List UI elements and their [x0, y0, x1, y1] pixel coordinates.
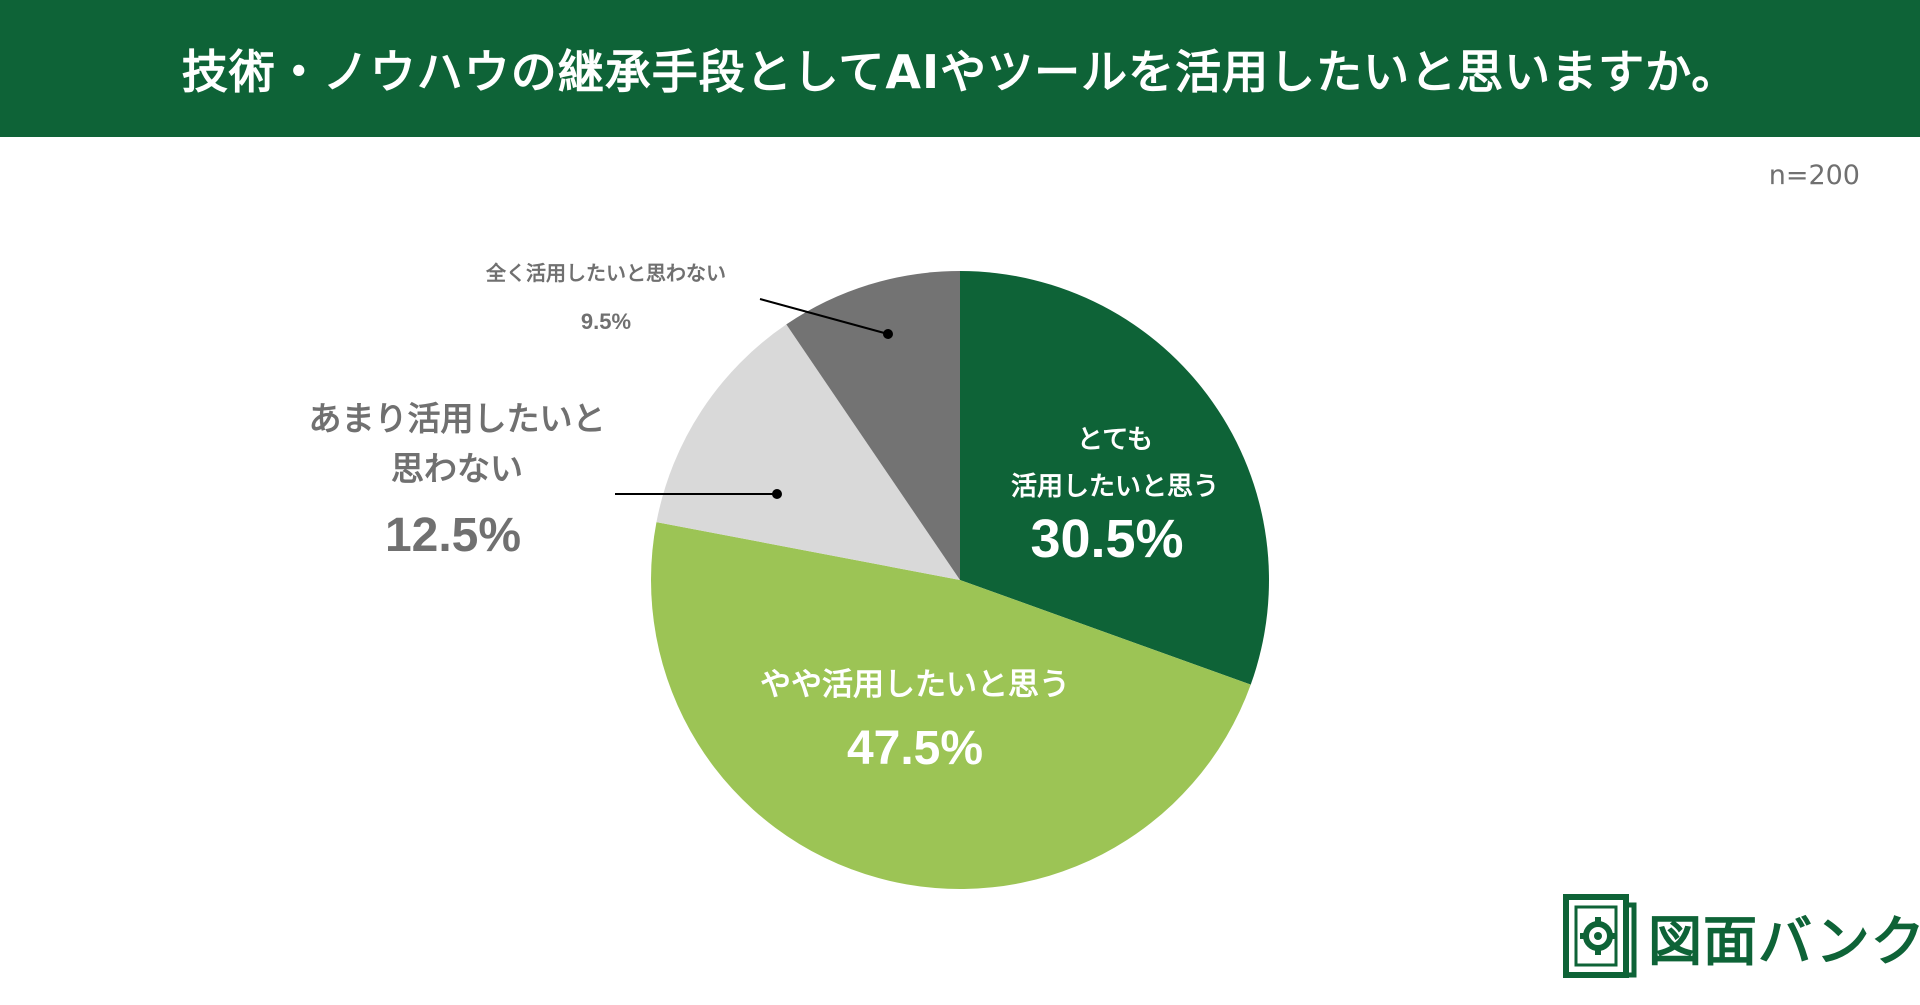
- leader-dot: [883, 329, 893, 339]
- pie-slice: [960, 271, 1269, 685]
- header-bar: 技術・ノウハウの継承手段としてAIやツールを活用したいと思いますか。: [0, 0, 1920, 137]
- logo-text: 図面バンク: [1648, 909, 1920, 973]
- slice-label: 全く活用したいと思わない: [485, 261, 726, 285]
- slice-label: あまり活用したいと: [309, 399, 606, 438]
- slice-value-label: 9.5%: [581, 309, 631, 334]
- slice-value-label: 30.5%: [1030, 509, 1183, 569]
- leader-line: [759, 298, 889, 335]
- chart-title: 技術・ノウハウの継承手段としてAIやツールを活用したいと思いますか。: [181, 44, 1739, 99]
- slice-value-label: 47.5%: [847, 722, 983, 775]
- slice-label: 思わない: [391, 449, 523, 488]
- pie-slice: [651, 522, 1251, 889]
- slice-label: とても: [1077, 425, 1153, 455]
- slice-label: やや活用したいと思う: [760, 667, 1070, 703]
- slice-value-label: 12.5%: [385, 509, 521, 562]
- pie-slice: [656, 324, 960, 580]
- logo: 図面バンク: [1562, 893, 1920, 979]
- pie-slice: [786, 271, 960, 580]
- leader-dot: [772, 489, 782, 499]
- sample-size-label: n=200: [1768, 160, 1860, 191]
- blueprint-gear-icon: [1563, 894, 1637, 978]
- slice-label: 活用したいと思う: [1011, 472, 1219, 502]
